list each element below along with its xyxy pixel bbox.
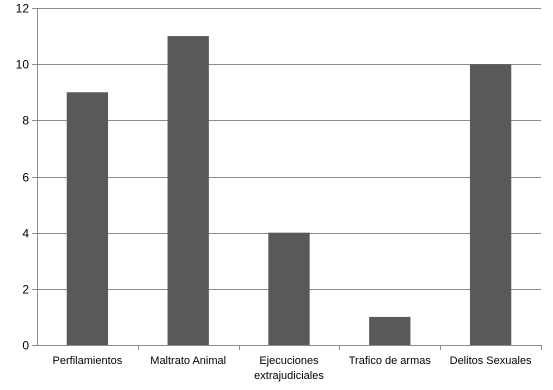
bar-1 [167, 36, 209, 345]
bar-0 [66, 92, 109, 345]
axes [32, 8, 542, 350]
x-category-label: Maltrato Animal [150, 355, 226, 367]
x-category-labels: Perfilamientos Maltrato Animal Ejecuciones… [53, 355, 533, 382]
y-tick-label: 6 [22, 171, 29, 185]
x-category-label: Perfilamientos [53, 355, 123, 367]
y-tick-label: 0 [22, 339, 29, 353]
y-tick-label: 12 [16, 2, 30, 16]
x-category-label: Ejecuciones [259, 355, 319, 367]
y-tick-label: 4 [22, 227, 29, 241]
bars [66, 36, 512, 346]
y-tick-label: 10 [16, 58, 30, 72]
y-tick-labels: 0 2 4 6 8 10 12 [16, 2, 30, 353]
bar-3 [369, 316, 411, 345]
gridlines [37, 8, 541, 290]
x-category-label: Delitos Sexuales [450, 355, 532, 367]
bar-4 [469, 64, 512, 346]
x-category-label: Trafico de armas [349, 355, 432, 367]
bar-2 [268, 232, 310, 345]
y-tick-label: 8 [22, 114, 29, 128]
x-category-label: extrajudiciales [254, 370, 324, 382]
y-tick-label: 2 [22, 283, 29, 297]
